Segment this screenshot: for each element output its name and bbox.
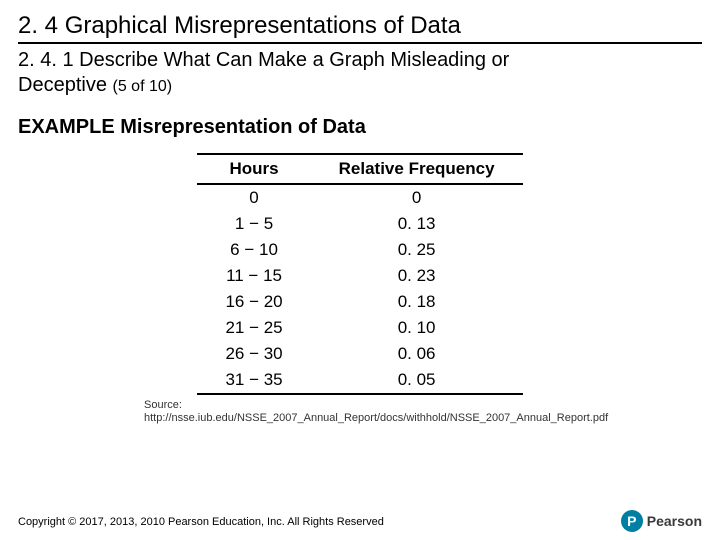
col-header-relfreq: Relative Frequency: [311, 154, 523, 184]
progress-indicator: (5 of 10): [113, 78, 173, 95]
section-title: 2. 4 Graphical Misrepresentations of Dat…: [18, 12, 702, 44]
example-title: EXAMPLE Misrepresentation of Data: [18, 116, 702, 139]
cell: 26 − 30: [197, 341, 310, 367]
subsection-title: 2. 4. 1 Describe What Can Make a Graph M…: [18, 48, 702, 98]
logo-icon: P: [621, 510, 643, 532]
source-label: Source:: [144, 399, 182, 411]
cell: 16 − 20: [197, 289, 310, 315]
cell: 1 − 5: [197, 211, 310, 237]
table-body: 00 1 − 50. 13 6 − 100. 25 11 − 150. 23 1…: [197, 184, 522, 394]
col-header-hours: Hours: [197, 154, 310, 184]
cell: 6 − 10: [197, 237, 310, 263]
table-header-row: Hours Relative Frequency: [197, 154, 522, 184]
cell: 0. 05: [311, 367, 523, 394]
table-row: 1 − 50. 13: [197, 211, 522, 237]
source-block: Source: http://nsse.iub.edu/NSSE_2007_An…: [144, 399, 576, 425]
source-url: http://nsse.iub.edu/NSSE_2007_Annual_Rep…: [144, 412, 608, 424]
copyright-footer: Copyright © 2017, 2013, 2010 Pearson Edu…: [18, 516, 384, 528]
cell: 31 − 35: [197, 367, 310, 394]
cell: 0: [197, 184, 310, 211]
cell: 0. 10: [311, 315, 523, 341]
cell: 0. 18: [311, 289, 523, 315]
table-row: 21 − 250. 10: [197, 315, 522, 341]
cell: 0. 13: [311, 211, 523, 237]
cell: 21 − 25: [197, 315, 310, 341]
cell: 0. 23: [311, 263, 523, 289]
subsection-line1: 2. 4. 1 Describe What Can Make a Graph M…: [18, 49, 509, 71]
table-row: 11 − 150. 23: [197, 263, 522, 289]
cell: 0. 06: [311, 341, 523, 367]
data-table: Hours Relative Frequency 00 1 − 50. 13 6…: [197, 153, 522, 395]
cell: 11 − 15: [197, 263, 310, 289]
table-row: 31 − 350. 05: [197, 367, 522, 394]
pearson-logo: P Pearson: [621, 510, 702, 532]
table-row: 26 − 300. 06: [197, 341, 522, 367]
table-row: 6 − 100. 25: [197, 237, 522, 263]
cell: 0: [311, 184, 523, 211]
subsection-line2: Deceptive: [18, 74, 107, 96]
logo-brand-text: Pearson: [647, 513, 702, 529]
table-row: 00: [197, 184, 522, 211]
table-row: 16 − 200. 18: [197, 289, 522, 315]
cell: 0. 25: [311, 237, 523, 263]
